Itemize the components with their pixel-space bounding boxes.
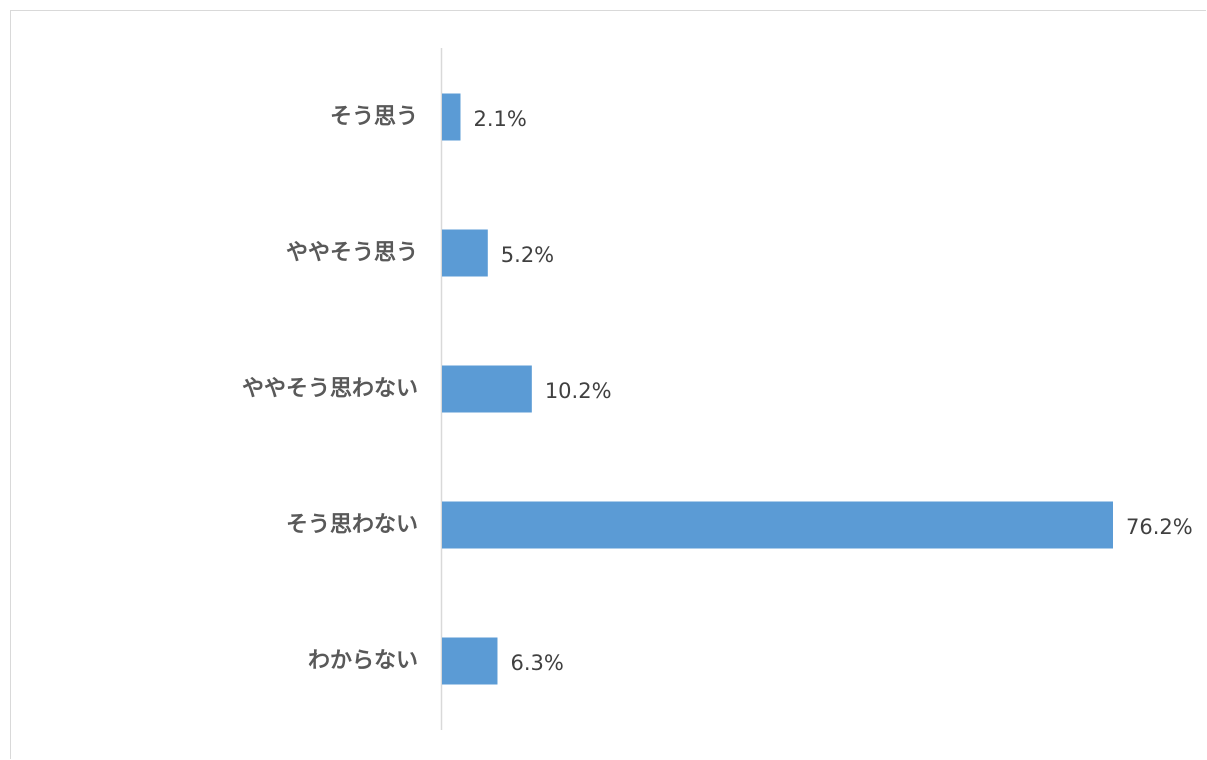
category-label-1: そう思う [330,105,418,130]
bar-4 [442,501,1113,549]
data-labels-group: 2.1% 5.2% 10.2% 76.2% 6.3% [473,107,1192,675]
data-label-4: 76.2% [1126,515,1193,539]
bar-5 [442,637,498,685]
category-label-5: わからない [308,649,418,674]
data-label-1: 2.1% [473,107,526,131]
bars-group [442,93,1113,685]
category-label-2: ややそう思う [286,241,418,266]
data-label-3: 10.2% [545,379,612,403]
chart-frame [10,10,1206,759]
bar-1 [442,93,461,141]
bar-2 [442,229,488,277]
data-label-5: 6.3% [510,651,563,675]
data-label-2: 5.2% [501,243,554,267]
category-label-3: ややそう思わない [242,377,418,402]
category-label-4: そう思わない [286,513,418,538]
bar-3 [442,365,532,413]
